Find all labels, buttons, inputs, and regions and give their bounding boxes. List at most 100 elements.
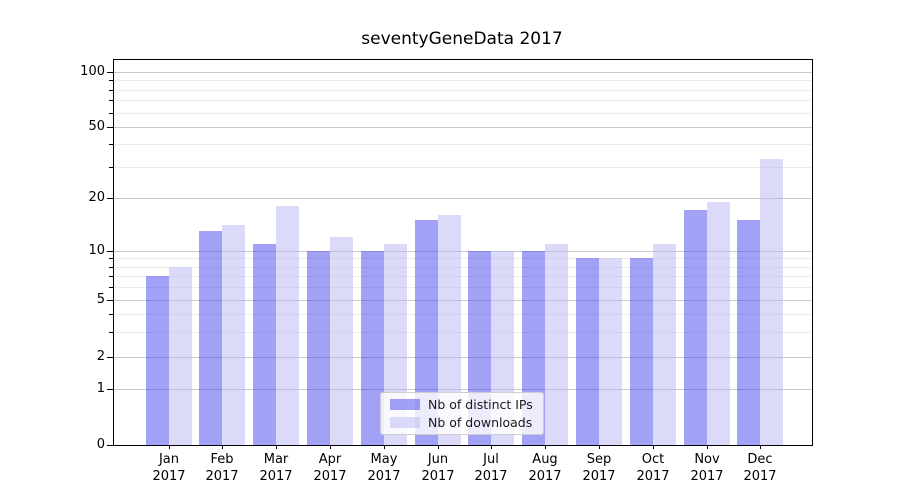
- x-tick-label-year: 2017: [313, 469, 347, 484]
- major-gridline: [114, 300, 812, 301]
- x-tick-label-month: Nov: [694, 452, 720, 467]
- bar-distinct-ips: [307, 251, 330, 445]
- y-tick-label: 50: [88, 119, 105, 134]
- x-tick-label: Sep 2017: [569, 451, 629, 485]
- minor-gridline: [114, 287, 812, 288]
- x-tick-label-month: Mar: [263, 452, 289, 467]
- x-tick-label: Nov 2017: [677, 451, 737, 485]
- x-tick: [599, 445, 600, 449]
- y-tick-label: 1: [96, 381, 105, 396]
- legend-swatch-distinct-ips: [390, 399, 420, 410]
- x-tick-label-year: 2017: [528, 469, 562, 484]
- legend: Nb of distinct IPs Nb of downloads: [380, 392, 544, 435]
- chart-title: seventyGeneData 2017: [361, 29, 563, 49]
- x-tick-label-year: 2017: [636, 469, 670, 484]
- x-tick-label: Apr 2017: [300, 451, 360, 485]
- x-tick-label-year: 2017: [421, 469, 455, 484]
- major-gridline: [114, 251, 812, 252]
- x-tick-label-month: Sep: [586, 452, 612, 467]
- x-tick-label: Jan 2017: [139, 451, 199, 485]
- x-tick-label-month: Jul: [483, 452, 499, 467]
- x-tick: [491, 445, 492, 449]
- y-minor-tick: [109, 80, 113, 81]
- minor-gridline: [114, 144, 812, 145]
- major-gridline: [114, 72, 812, 73]
- major-gridline: [114, 389, 812, 390]
- bar-distinct-ips: [146, 276, 169, 445]
- bar-distinct-ips: [684, 210, 707, 445]
- y-major-tick: [107, 127, 113, 128]
- legend-label-distinct-ips: Nb of distinct IPs: [428, 397, 533, 412]
- x-tick: [169, 445, 170, 449]
- plot-area: [113, 59, 813, 446]
- y-major-tick: [107, 357, 113, 358]
- y-major-tick: [107, 300, 113, 301]
- y-tick-label: 0: [96, 437, 105, 452]
- minor-gridline: [114, 267, 812, 268]
- x-tick: [545, 445, 546, 449]
- y-minor-tick: [109, 267, 113, 268]
- minor-gridline: [114, 90, 812, 91]
- y-minor-tick: [109, 100, 113, 101]
- y-major-tick: [107, 445, 113, 446]
- x-tick-label-month: Jan: [158, 452, 180, 467]
- x-tick-label: Mar 2017: [246, 451, 306, 485]
- minor-gridline: [114, 167, 812, 168]
- y-minor-tick: [109, 113, 113, 114]
- minor-gridline: [114, 113, 812, 114]
- x-tick-label-month: Feb: [210, 452, 234, 467]
- x-tick-label-year: 2017: [259, 469, 293, 484]
- bar-downloads: [760, 159, 783, 445]
- x-tick: [707, 445, 708, 449]
- y-tick-label: 20: [88, 190, 105, 205]
- x-tick-label-month: Aug: [532, 452, 558, 467]
- x-tick-label: Aug 2017: [515, 451, 575, 485]
- minor-gridline: [114, 80, 812, 81]
- y-major-tick: [107, 389, 113, 390]
- x-tick: [330, 445, 331, 449]
- major-gridline: [114, 357, 812, 358]
- minor-gridline: [114, 332, 812, 333]
- x-tick-label: Oct 2017: [623, 451, 683, 485]
- x-tick: [384, 445, 385, 449]
- x-tick: [760, 445, 761, 449]
- x-tick-label-month: Oct: [641, 452, 665, 467]
- y-minor-tick: [109, 144, 113, 145]
- bar-downloads: [653, 244, 676, 445]
- bar-distinct-ips: [361, 251, 384, 445]
- x-tick-label-month: Jun: [427, 452, 449, 467]
- bar-distinct-ips: [415, 220, 438, 445]
- x-tick-label-month: Dec: [747, 452, 773, 467]
- bar-downloads: [169, 267, 192, 445]
- bar-distinct-ips: [199, 231, 222, 445]
- bar-downloads: [222, 225, 245, 445]
- x-tick-label-year: 2017: [367, 469, 401, 484]
- y-minor-tick: [109, 258, 113, 259]
- major-gridline: [114, 198, 812, 199]
- x-tick: [276, 445, 277, 449]
- y-major-tick: [107, 198, 113, 199]
- x-tick-label-month: Apr: [318, 452, 342, 467]
- x-tick-label-year: 2017: [152, 469, 186, 484]
- y-tick-label: 100: [80, 64, 105, 79]
- major-gridline: [114, 127, 812, 128]
- legend-swatch-downloads: [390, 417, 420, 428]
- y-major-tick: [107, 72, 113, 73]
- y-tick-label: 10: [88, 243, 105, 258]
- x-tick-label: Jul 2017: [461, 451, 521, 485]
- x-tick-label: Jun 2017: [408, 451, 468, 485]
- minor-gridline: [114, 258, 812, 259]
- x-tick-label-month: May: [370, 452, 398, 467]
- x-tick-label: Dec 2017: [730, 451, 790, 485]
- y-tick-label: 5: [96, 292, 105, 307]
- x-tick-label-year: 2017: [582, 469, 616, 484]
- x-tick-label-year: 2017: [474, 469, 508, 484]
- x-tick-label-year: 2017: [690, 469, 724, 484]
- bar-downloads: [438, 215, 461, 445]
- bar-downloads: [330, 237, 353, 445]
- bar-downloads: [276, 206, 299, 445]
- y-major-tick: [107, 251, 113, 252]
- x-tick: [653, 445, 654, 449]
- legend-item-distinct-ips: Nb of distinct IPs: [390, 397, 543, 412]
